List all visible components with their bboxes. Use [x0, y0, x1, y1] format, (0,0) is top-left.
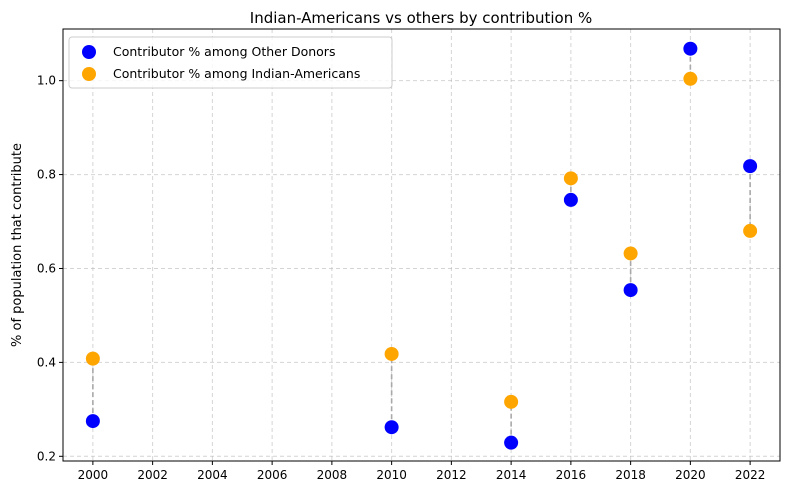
point-other-donors — [85, 414, 100, 429]
y-tick-label: 1.0 — [37, 74, 56, 88]
x-tick-label: 2008 — [317, 468, 348, 482]
legend-label-other-donors: Contributor % among Other Donors — [113, 44, 335, 59]
plot-frame — [62, 28, 781, 462]
y-tick-label: 0.2 — [37, 449, 56, 463]
point-other-donors — [563, 192, 578, 207]
x-tick-label: 2010 — [376, 468, 407, 482]
x-tick-label: 2020 — [675, 468, 706, 482]
x-tick-label: 2002 — [137, 468, 168, 482]
point-indian-americans — [85, 351, 100, 366]
x-axis-ticks: 2000 2002 2004 2006 2008 2010 2012 2014 2016 2018… — [78, 461, 766, 482]
x-tick-label: 2006 — [257, 468, 288, 482]
y-tick-label: 0.8 — [37, 168, 56, 182]
y-tick-label: 0.6 — [37, 261, 56, 275]
x-tick-label: 2016 — [556, 468, 587, 482]
point-other-donors — [504, 435, 519, 450]
x-tick-label: 2018 — [615, 468, 646, 482]
point-other-donors — [623, 283, 638, 298]
legend-box — [68, 36, 393, 89]
chart-title: Indian-Americans vs others by contributi… — [250, 9, 592, 27]
x-tick-label: 2000 — [78, 468, 109, 482]
point-indian-americans — [743, 223, 758, 238]
legend-marker-other-donors — [82, 45, 96, 59]
x-tick-label: 2012 — [436, 468, 467, 482]
x-tick-label: 2014 — [496, 468, 527, 482]
y-axis-ticks: 0.2 0.4 0.6 0.8 1.0 — [37, 74, 63, 463]
point-other-donors — [743, 159, 758, 174]
grid-lines — [63, 29, 780, 461]
plot-area — [63, 29, 780, 461]
point-other-donors — [683, 41, 698, 56]
point-indian-americans — [623, 246, 638, 261]
point-indian-americans — [504, 394, 519, 409]
legend-marker-indian-americans — [82, 67, 96, 81]
legend-label-indian-americans: Contributor % among Indian-Americans — [113, 66, 360, 81]
point-indian-americans — [384, 346, 399, 361]
legend: Contributor % among Other Donors Contrib… — [68, 36, 393, 89]
y-tick-label: 0.4 — [37, 355, 56, 369]
point-other-donors — [384, 420, 399, 435]
y-axis-label: % of population that contribute — [10, 143, 25, 347]
x-tick-label: 2022 — [735, 468, 766, 482]
point-indian-americans — [683, 71, 698, 86]
data-points — [85, 41, 758, 450]
point-indian-americans — [563, 171, 578, 186]
x-tick-label: 2004 — [197, 468, 228, 482]
